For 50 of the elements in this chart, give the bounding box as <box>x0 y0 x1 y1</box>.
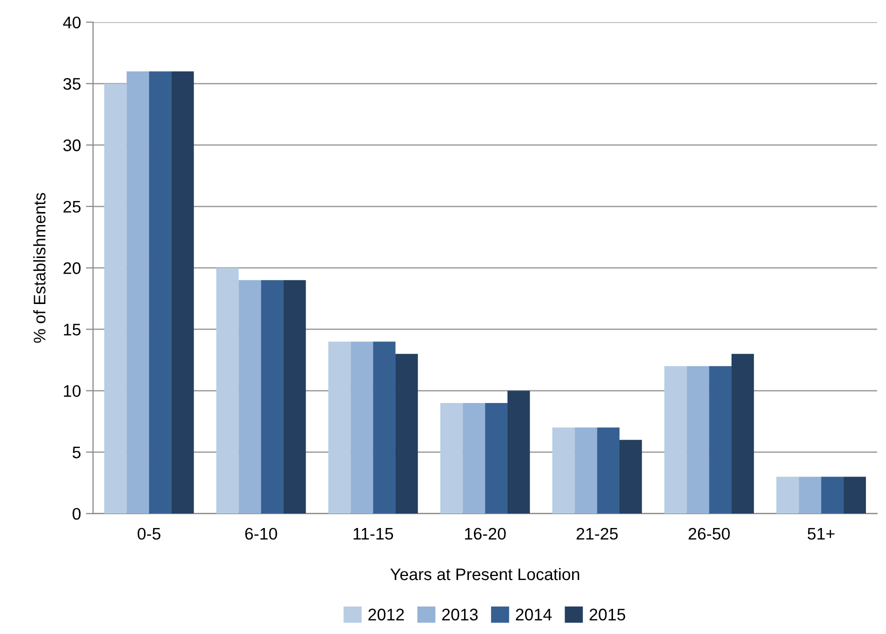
bar <box>574 428 598 514</box>
x-tick-label: 0-5 <box>138 528 160 540</box>
bar <box>485 402 508 514</box>
y-tick-label: 20 <box>64 262 81 274</box>
bar <box>776 476 799 514</box>
bar <box>664 366 687 514</box>
x-tick-label: 11-15 <box>354 528 394 540</box>
bar <box>104 84 127 514</box>
bar <box>844 476 866 514</box>
bar <box>171 71 194 514</box>
y-tick-label: 10 <box>64 385 81 397</box>
legend-label: 2013 <box>442 608 478 620</box>
bar <box>238 280 262 514</box>
bar <box>126 71 150 514</box>
bar <box>350 342 374 514</box>
bar <box>552 428 575 514</box>
x-tick-label: 21-25 <box>576 528 618 540</box>
x-tick-label: 16-20 <box>465 528 506 540</box>
y-tick-label: 5 <box>72 446 81 458</box>
x-axis-title: Years at Present Location <box>390 568 580 580</box>
bar <box>373 342 396 514</box>
y-tick-label: 35 <box>63 78 81 90</box>
bar <box>462 402 486 514</box>
bar <box>149 71 172 514</box>
y-tick-label: 0 <box>72 508 81 520</box>
y-axis-title: % of Establishments <box>33 192 46 343</box>
bar <box>798 476 822 514</box>
bar <box>620 440 642 514</box>
y-tick-label: 15 <box>64 324 81 336</box>
y-tick-label: 30 <box>63 139 81 152</box>
bar <box>216 268 239 514</box>
x-tick-label: 6-10 <box>245 528 278 540</box>
bar <box>507 390 530 514</box>
bar <box>686 366 710 514</box>
legend-label: 2014 <box>516 608 552 620</box>
bar <box>597 428 620 514</box>
bar <box>328 342 351 514</box>
bar <box>821 476 844 514</box>
bar <box>440 402 463 514</box>
x-tick-label: 51+ <box>808 528 834 540</box>
bar <box>261 280 284 514</box>
legend-label: 2015 <box>590 608 626 620</box>
bar <box>283 280 306 514</box>
x-tick-label: 26-50 <box>688 528 730 540</box>
bar <box>732 354 754 514</box>
bar <box>709 366 732 514</box>
y-tick-label: 25 <box>64 200 81 213</box>
bar <box>395 354 418 514</box>
y-tick-label: 40 <box>63 16 81 28</box>
legend-label: 2012 <box>368 608 404 620</box>
